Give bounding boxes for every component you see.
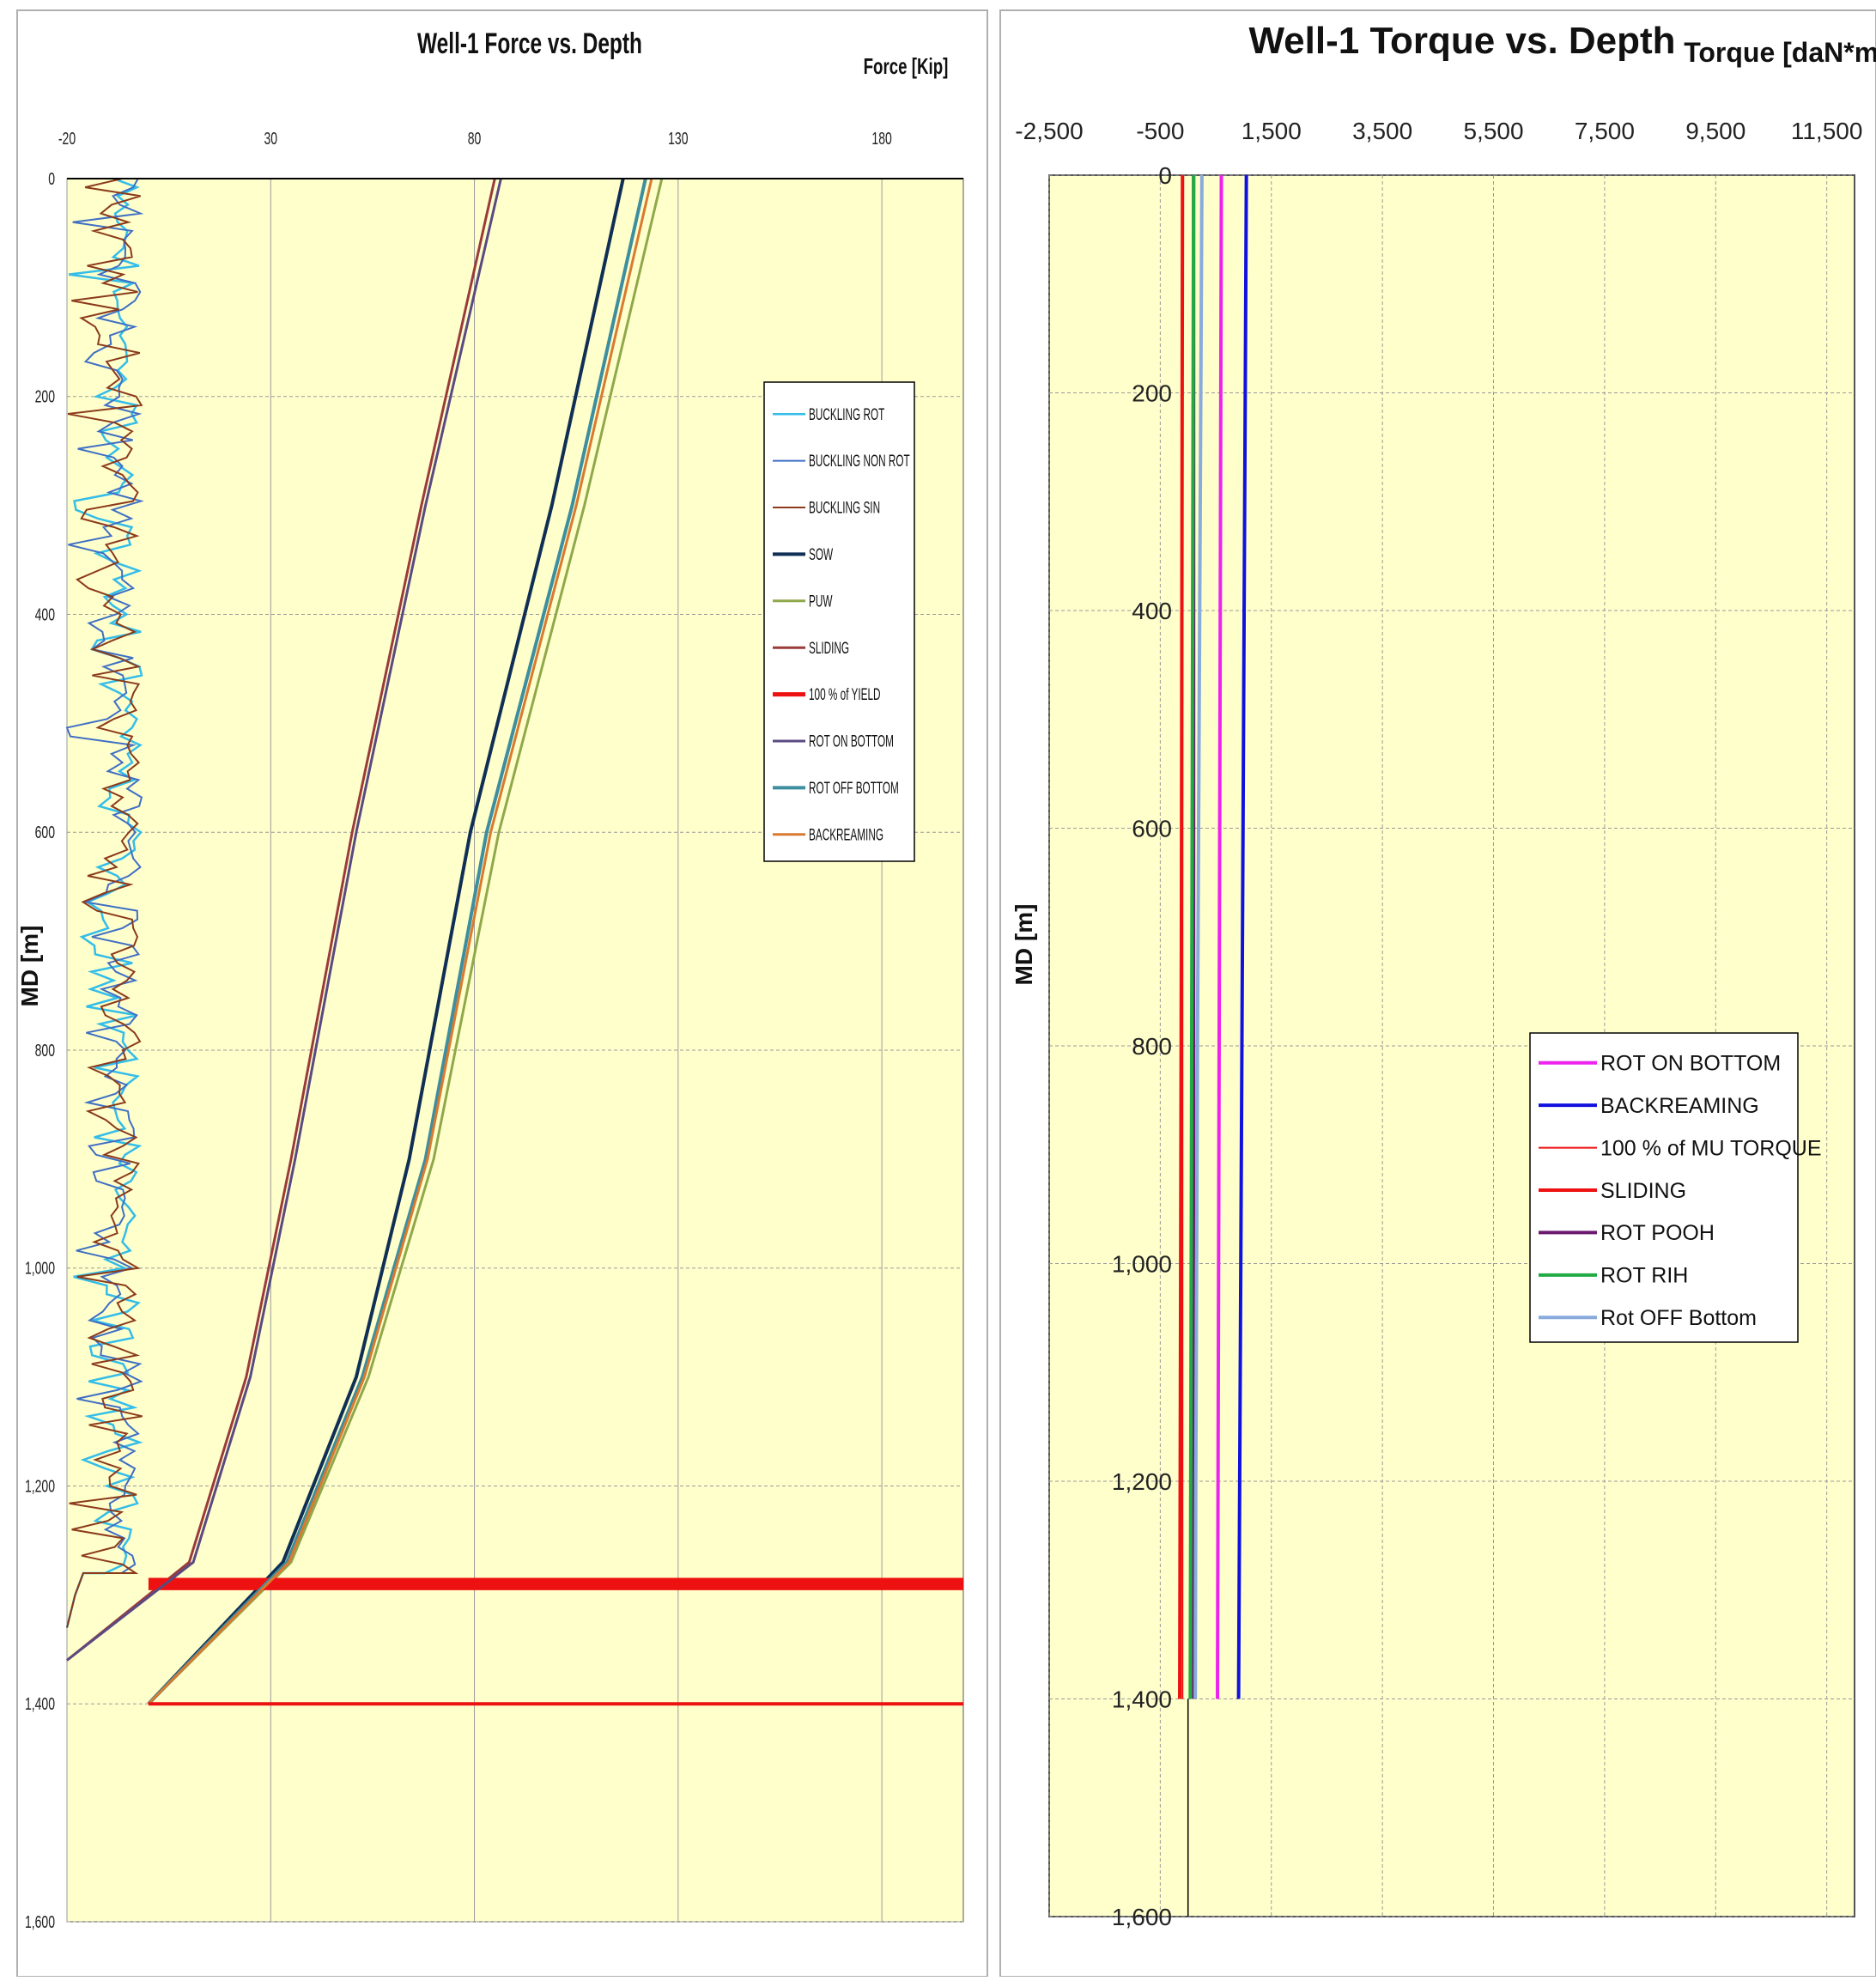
chart-1: Well-1 Force vs. Depth Force [Kip] MD [m] -… <box>16 9 988 1978</box>
y-tick-label: 1,200 <box>1112 1468 1172 1495</box>
y-tick-label: 1,000 <box>25 1258 55 1278</box>
chart-title: Well-1 Torque vs. Depth <box>1248 20 1675 62</box>
legend-label: ROT ON BOTTOM <box>1600 1051 1781 1075</box>
x-tick-label: 1,500 <box>1242 118 1302 144</box>
x-tick-label: 11,500 <box>1791 118 1863 144</box>
x-axis-label: Force [Kip] <box>864 53 949 79</box>
y-tick-label: 600 <box>1132 815 1172 842</box>
x-tick-label: 5,500 <box>1463 118 1523 144</box>
x-tick-label: -500 <box>1136 118 1184 144</box>
legend-label: ROT ON BOTTOM <box>809 733 894 750</box>
y-tick-label: 200 <box>35 386 55 406</box>
x-tick-label: 80 <box>468 128 482 148</box>
chart-2: Well-1 Torque vs. Depth Torque [daN*m] MD … <box>999 9 1876 1978</box>
series-rot-rih <box>1188 174 1196 1699</box>
y-tick-label: 400 <box>1132 598 1172 624</box>
x-tick-label: -2,500 <box>1015 118 1083 144</box>
legend-label: BUCKLING NON ROT <box>809 453 910 471</box>
legend-label: ROT RIH <box>1600 1264 1688 1288</box>
series-puw <box>147 178 664 1705</box>
legend-label: Rot OFF Bottom <box>1600 1306 1757 1330</box>
x-tick-label: -20 <box>58 128 76 148</box>
legend-label: SLIDING <box>1600 1179 1686 1203</box>
chart-title: Well-1 Force vs. Depth <box>417 27 642 60</box>
y-tick-label: 0 <box>1158 162 1172 189</box>
y-tick-label: 0 <box>48 168 55 188</box>
y-tick-label: 1,600 <box>1112 1904 1172 1930</box>
y-axis-label: MD [m] <box>1011 904 1037 986</box>
y-tick-label: 800 <box>35 1040 55 1060</box>
series-rot-off-bottom <box>147 178 647 1705</box>
y-tick-label: 800 <box>1132 1033 1172 1060</box>
x-tick-label: 9,500 <box>1685 118 1745 144</box>
x-tick-label: 180 <box>871 128 891 148</box>
series-sow <box>147 178 625 1705</box>
legend-label: 100 % of YIELD <box>809 687 881 704</box>
y-tick-label: 600 <box>35 823 55 842</box>
series-group <box>65 177 963 1706</box>
series-rot-on-bottom <box>66 178 502 1662</box>
y-tick-label: 1,600 <box>25 1911 55 1931</box>
series-buckling-non-rot <box>65 178 144 1628</box>
series-rot-off-bottom <box>1193 174 1204 1699</box>
x-tick-label: 3,500 <box>1352 118 1412 144</box>
series-buckling-sin <box>66 178 143 1628</box>
legend-label: BUCKLING ROT <box>809 406 885 423</box>
x-tick-label: 7,500 <box>1575 118 1635 144</box>
series-sliding <box>66 178 496 1662</box>
legend: BUCKLING ROT BUCKLING NON ROT BUCKLING SIN… <box>763 381 915 862</box>
y-tick-label: 1,200 <box>25 1476 55 1496</box>
y-tick-label: 1,400 <box>25 1694 55 1714</box>
legend-label: PUW <box>809 593 833 611</box>
x-axis-label: Torque [daN*m] <box>1684 37 1876 68</box>
legend-box <box>1529 1032 1799 1343</box>
legend-label: BUCKLING SIN <box>809 500 880 517</box>
y-axis-label: MD [m] <box>16 926 43 1007</box>
y-tick-label: 200 <box>1132 380 1172 406</box>
y-tick-label: 1,000 <box>1112 1250 1172 1277</box>
series-sliding <box>1178 174 1185 1699</box>
series-backreaming <box>1236 174 1248 1699</box>
x-tick-label: 130 <box>668 128 688 148</box>
legend: ROT ON BOTTOM BACKREAMING 100 % of MU TORQ… <box>1529 1032 1822 1343</box>
series-group <box>1178 174 1248 1917</box>
legend-label: 100 % of MU TORQUE <box>1600 1136 1822 1160</box>
series-rot-on-bottom <box>1216 174 1223 1699</box>
legend-label: SOW <box>809 546 833 563</box>
legend-box <box>763 381 915 862</box>
legend-label: ROT POOH <box>1600 1221 1715 1245</box>
legend-label: BACKREAMING <box>809 827 883 844</box>
legend-label: ROT OFF BOTTOM <box>809 780 899 797</box>
series-backreaming <box>147 178 653 1705</box>
y-tick-label: 1,400 <box>1112 1686 1172 1712</box>
x-tick-label: 30 <box>264 128 277 148</box>
legend-label: SLIDING <box>809 640 849 657</box>
y-tick-label: 400 <box>35 605 55 624</box>
legend-label: BACKREAMING <box>1600 1094 1759 1118</box>
